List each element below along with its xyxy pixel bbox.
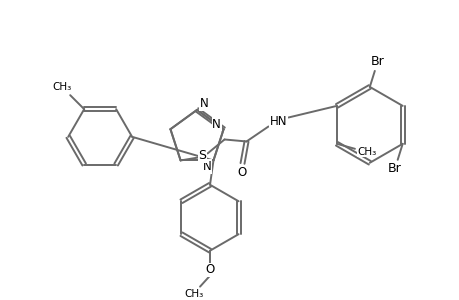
Text: Br: Br <box>370 56 384 68</box>
Text: N: N <box>199 98 208 110</box>
Text: CH₃: CH₃ <box>52 82 72 92</box>
Text: N: N <box>203 160 212 173</box>
Text: Br: Br <box>387 162 401 175</box>
Text: O: O <box>236 166 246 179</box>
Text: S: S <box>198 149 206 162</box>
Text: HN: HN <box>269 115 286 128</box>
Text: O: O <box>205 263 214 276</box>
Text: CH₃: CH₃ <box>357 147 376 157</box>
Text: N: N <box>212 118 220 131</box>
Text: CH₃: CH₃ <box>184 289 203 298</box>
